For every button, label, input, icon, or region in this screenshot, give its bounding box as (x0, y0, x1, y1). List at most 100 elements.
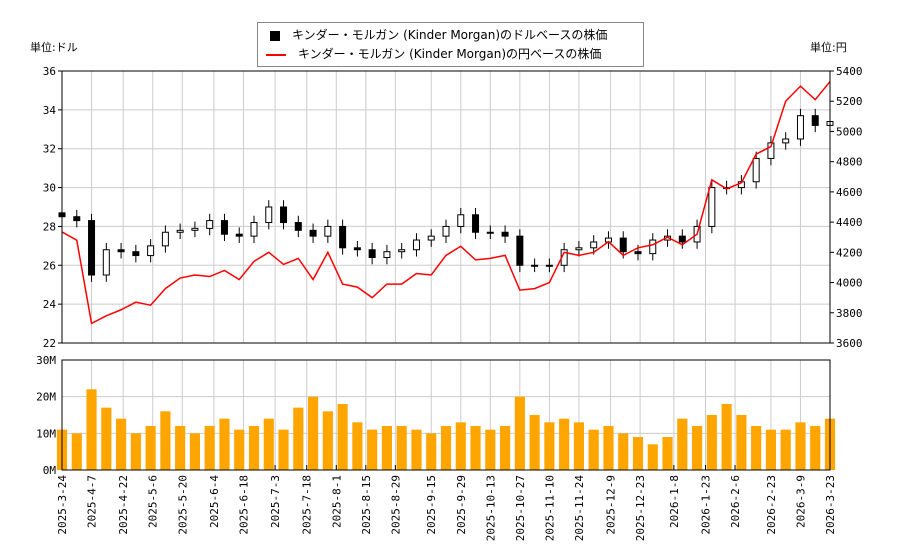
price-plot-frame (61, 70, 831, 344)
x-tick-label: 2025-4-22 (117, 475, 130, 535)
volume-bar (248, 426, 260, 470)
volume-bar (263, 418, 274, 470)
candle-body (398, 249, 406, 253)
right-unit-label: 単位:円 (810, 41, 847, 54)
volume-bar (219, 418, 230, 470)
x-tick-label: 2025-12-23 (634, 475, 647, 541)
volume-bar (603, 426, 614, 470)
candle-body (516, 235, 524, 266)
y-tick-label-left: 28 (43, 220, 56, 233)
candle-body (501, 231, 509, 237)
candle-body (708, 187, 716, 227)
x-tick-label: 2026-3-23 (824, 475, 837, 535)
volume-bar (632, 437, 644, 470)
volume-bar (588, 429, 599, 470)
volume-bar (529, 415, 540, 470)
y-tick-label-right: 4800 (836, 156, 863, 169)
black-square-icon (270, 30, 280, 41)
y-tick-label-left: 26 (43, 259, 56, 272)
candle-body (368, 249, 376, 259)
volume-bar (234, 429, 245, 470)
volume-bar (765, 429, 776, 470)
volume-bar (573, 422, 584, 470)
x-tick-label: 2026-2-6 (729, 475, 742, 528)
y-tick-label-left: 36 (43, 65, 56, 78)
x-tick-label: 2025-6-18 (237, 475, 250, 535)
x-tick-label: 2025-5-20 (176, 475, 189, 535)
volume-bar (426, 433, 437, 470)
volume-bar (662, 437, 673, 470)
volume-bar (514, 396, 525, 470)
y-tick-label-right: 3800 (836, 307, 863, 320)
volume-bar (396, 426, 407, 470)
volume-bar (647, 444, 658, 470)
x-tick-label: 2025-9-15 (425, 475, 438, 535)
x-tick-label: 2025-5-6 (147, 475, 160, 528)
candle-body (206, 220, 214, 229)
volume-bar (485, 429, 496, 470)
legend-label-jpy: キンダー・モルガン (Kinder Morgan)の円ベースの株価 (298, 47, 602, 61)
y-tick-label-right: 4400 (836, 216, 863, 229)
x-tick-label: 2025-4-7 (86, 475, 99, 528)
legend: キンダー・モルガン (Kinder Morgan)のドルベースの株価 キンダー・… (257, 22, 644, 67)
candle-body (649, 239, 657, 255)
x-tick-label: 2025-11-24 (573, 475, 586, 542)
volume-tick-label: 20M (36, 391, 56, 404)
candle-body (575, 247, 583, 251)
candle-body (590, 241, 598, 249)
candle-body (619, 237, 627, 253)
volume-bar (116, 418, 127, 470)
candle-body (442, 225, 450, 237)
price-plot-area (62, 71, 830, 343)
candle-body (412, 239, 420, 251)
x-tick-label: 2025-3-24 (56, 475, 69, 535)
candle-body (250, 222, 258, 237)
volume-bar (337, 404, 348, 470)
legend-label-usd: キンダー・モルガン (Kinder Morgan)のドルベースの株価 (292, 28, 608, 42)
volume-bar (352, 422, 363, 470)
candle-body (457, 214, 465, 227)
volume-bar (736, 415, 747, 470)
y-tick-label-right: 5200 (836, 95, 863, 108)
candle-body (161, 231, 169, 247)
candle-body (324, 225, 332, 237)
volume-bar (86, 389, 97, 470)
x-tick-label: 2026-1-8 (668, 475, 681, 528)
candle-body (545, 264, 553, 267)
candle-body (220, 220, 228, 235)
candle-body (796, 115, 804, 140)
volume-bar (411, 429, 422, 470)
x-tick-label: 2025-7-18 (301, 475, 314, 535)
candle-body (265, 206, 273, 224)
volume-bar (381, 426, 392, 470)
y-tick-label-right: 4000 (836, 277, 863, 290)
volume-bar (130, 433, 141, 470)
candle-body (383, 251, 391, 259)
y-tick-label-left: 32 (43, 143, 56, 156)
candle-body (176, 229, 184, 233)
volume-bar (101, 407, 112, 470)
volume-bar (677, 418, 688, 470)
candle-body (117, 249, 125, 253)
candle-body (235, 233, 243, 237)
x-tick-label: 2025-6-4 (208, 475, 221, 528)
y-tick-label-right: 4600 (836, 186, 863, 199)
x-tick-label: 2025-9-29 (455, 475, 468, 535)
volume-bar (71, 433, 82, 470)
candle-body (531, 264, 539, 267)
volume-bar (721, 404, 732, 470)
x-tick-label: 2025-8-15 (360, 475, 373, 535)
volume-bar (293, 407, 304, 470)
x-tick-label: 2025-8-29 (389, 475, 402, 535)
volume-bar (308, 396, 319, 470)
candle-body (811, 115, 819, 126)
y-tick-label-left: 24 (43, 298, 57, 311)
volume-bar (559, 418, 570, 470)
candle-body (472, 214, 480, 233)
volume-bar (706, 415, 717, 470)
volume-bar (189, 433, 200, 470)
volume-bar (440, 426, 452, 470)
candle-body (486, 231, 494, 234)
volume-bar (322, 411, 333, 470)
